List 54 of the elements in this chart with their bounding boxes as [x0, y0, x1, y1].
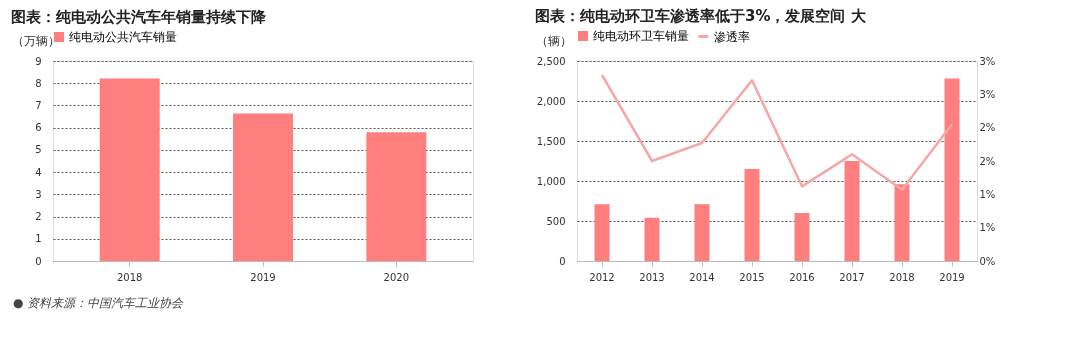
- bar: [366, 132, 427, 261]
- y-tick-label: 7: [35, 99, 42, 111]
- text: ● 资料来源：中国汽车工业协会: [13, 296, 185, 310]
- x-tick-label: 2019: [939, 271, 965, 283]
- chart-title: 图表：纯电动环卫车渗透率低于3%，发展空间 大: [535, 7, 867, 25]
- y-tick-label: 0: [559, 255, 566, 267]
- x-tick-label: 2019: [250, 271, 276, 283]
- y2-tick-label: 1%: [979, 222, 996, 234]
- bar: [894, 184, 910, 261]
- x-tick-label: 2018: [116, 271, 143, 283]
- bar: [944, 78, 960, 261]
- bar: [99, 78, 160, 261]
- y-tick-label: 3: [35, 188, 42, 200]
- y-axis-title: （万辆）: [11, 33, 60, 48]
- x-tick-label: 2012: [589, 271, 615, 283]
- legend-label: 渗透率: [714, 29, 750, 44]
- bar: [794, 213, 810, 261]
- x-tick-label: 2013: [639, 271, 665, 283]
- y-tick-label: 8: [35, 77, 42, 89]
- y2-tick-label: 3%: [979, 88, 996, 100]
- y2-tick-label: 3%: [979, 55, 996, 67]
- y-tick-label: 4: [35, 166, 42, 178]
- x-tick-label: 2016: [789, 271, 815, 283]
- y-tick-label: 2,000: [536, 95, 566, 107]
- x-tick-label: 2018: [889, 271, 915, 283]
- y2-tick-label: 0%: [979, 255, 996, 267]
- y2-tick-label: 2%: [979, 122, 996, 134]
- y-tick-label: 2: [35, 211, 42, 223]
- bar: [744, 169, 760, 261]
- x-tick-label: 2017: [839, 271, 865, 283]
- x-tick-label: 2014: [689, 271, 715, 283]
- line-series: [600, 73, 954, 191]
- y-tick-label: 1: [35, 233, 42, 245]
- bar: [233, 113, 293, 261]
- legend-label: 纯电动公共汽车销量: [69, 30, 177, 44]
- y2-tick-label: 2%: [979, 155, 996, 167]
- y-tick-label: 1,000: [536, 175, 566, 187]
- chart-title: 图表：纯电动公共汽车年销量持续下降: [11, 8, 267, 26]
- y-axis-title: （辆）: [535, 33, 572, 48]
- bar: [644, 217, 660, 261]
- y2-tick-label: 1%: [979, 188, 996, 200]
- x-tick-label: 2015: [739, 271, 765, 283]
- bar: [844, 161, 860, 261]
- y-tick-label: 9: [35, 55, 42, 67]
- legend-label: 纯电动环卫车销量: [593, 29, 689, 43]
- bar: [594, 204, 610, 261]
- y-tick-label: 0: [35, 255, 42, 267]
- y-tick-label: 2,500: [536, 55, 566, 67]
- y-tick-label: 6: [35, 122, 42, 134]
- y-tick-label: 1,500: [536, 135, 566, 147]
- x-tick-label: 2020: [383, 271, 410, 283]
- bar: [694, 204, 710, 261]
- y-tick-label: 500: [546, 215, 566, 227]
- y-tick-label: 5: [35, 144, 42, 156]
